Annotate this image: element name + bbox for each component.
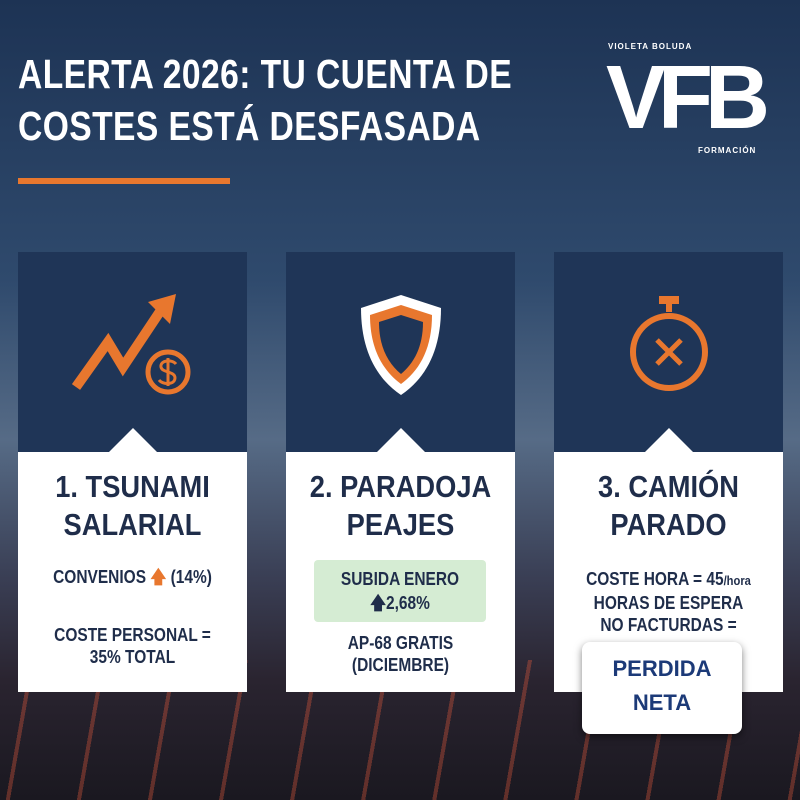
card-header <box>18 252 247 452</box>
card-title: 2. PARADOJA PEAJES <box>309 469 492 542</box>
stopwatch-icon <box>629 296 708 391</box>
subida-value: 🡅2,68% <box>370 593 430 613</box>
card-camion-parado: 3. CAMIÓN PARADO COSTE HORA = 45/hora HOR… <box>554 252 783 692</box>
logo: VIOLETA BOLUDA VFB FORMACIÓN <box>606 40 776 160</box>
title-line-1: ALERTA 2026: TU CUENTA DE <box>18 51 513 97</box>
logo-top-text: VIOLETA BOLUDA <box>608 42 693 51</box>
logo-bottom-text: FORMACIÓN <box>698 146 757 155</box>
perdida-neta-badge: PERDIDA NETA <box>582 642 742 734</box>
horas-espera-text: HORAS DE ESPERA NO FACTURDAS = <box>593 593 744 635</box>
card-body: 1. TSUNAMI SALARIAL CONVENIOS 🡅 (14%) COS… <box>18 428 247 692</box>
arrow-up-icon: 🡅 <box>150 567 167 587</box>
title-underline <box>18 178 230 184</box>
ap68-text: AP-68 GRATIS (DICIEMBRE) <box>347 633 454 675</box>
card-header <box>286 252 515 452</box>
subida-enero-box: SUBIDA ENERO 🡅2,68% <box>314 560 486 622</box>
card-header <box>554 252 783 452</box>
card-body: 2. PARADOJA PEAJES SUBIDA ENERO 🡅2,68% AP… <box>286 428 515 692</box>
page-title: ALERTA 2026: TU CUENTA DE COSTES ESTÁ DE… <box>18 48 512 152</box>
logo-mark: VFB <box>606 48 770 148</box>
card-title: 3. CAMIÓN PARADO <box>598 469 739 542</box>
trending-up-dollar-icon <box>71 294 190 395</box>
arrow-up-icon: 🡅 <box>370 593 387 613</box>
card-tsunami-salarial: 1. TSUNAMI SALARIAL CONVENIOS 🡅 (14%) COS… <box>18 252 247 692</box>
card-paradoja-peajes: 2. PARADOJA PEAJES SUBIDA ENERO 🡅2,68% AP… <box>286 252 515 692</box>
coste-personal-text: COSTE PERSONAL = 35% TOTAL <box>54 625 211 667</box>
coste-hora-text: COSTE HORA = 45/hora <box>586 569 751 589</box>
title-line-2: COSTES ESTÁ DESFASADA <box>18 103 481 149</box>
subida-label: SUBIDA ENERO <box>340 569 460 589</box>
convenios-text: CONVENIOS 🡅 (14%) <box>53 567 212 587</box>
shield-icon <box>360 295 441 395</box>
card-title: 1. TSUNAMI SALARIAL <box>55 469 210 542</box>
